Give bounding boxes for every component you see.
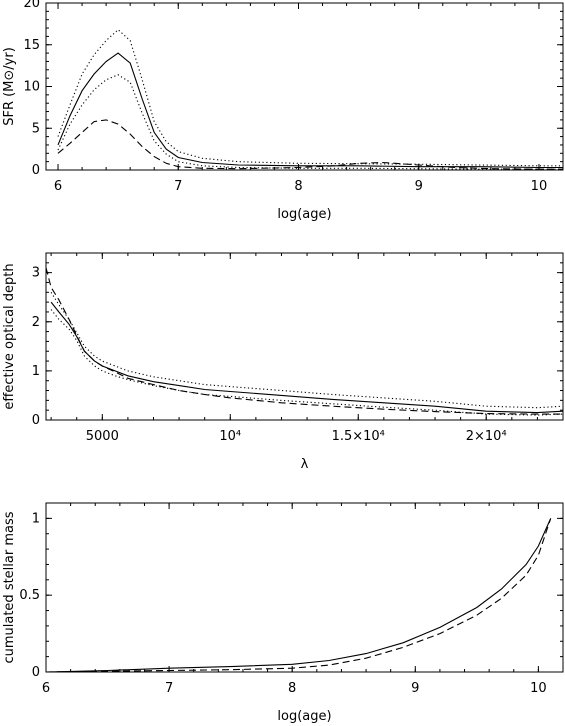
x-tick-label: 6 <box>42 681 50 696</box>
x-tick-label: 8 <box>294 179 302 194</box>
series-line-dotted-upper <box>57 28 563 167</box>
y-tick-label: 5 <box>32 121 40 136</box>
x-tick-label: 2×10⁴ <box>466 429 507 444</box>
x-axis-label: λ <box>301 457 309 472</box>
plot-frame <box>45 252 564 421</box>
plot-frame <box>45 502 564 673</box>
series-line-solid <box>46 518 552 672</box>
series-line-solid <box>57 52 563 169</box>
x-tick-label: 9 <box>415 179 423 194</box>
x-axis-label: log(age) <box>277 207 331 222</box>
x-axis-label: log(age) <box>277 709 331 724</box>
y-tick-label: 3 <box>32 266 40 281</box>
y-tick-label: 0 <box>32 413 40 428</box>
x-tick-label: 8 <box>288 681 296 696</box>
series-line-dotted-lower <box>50 309 563 416</box>
x-tick-label: 6 <box>54 179 62 194</box>
series-line-dotted-lower <box>57 74 563 170</box>
series-line-solid <box>50 301 563 414</box>
x-tick-label: 10⁴ <box>219 429 241 444</box>
x-tick-label: 1.5×10⁴ <box>332 429 385 444</box>
x-tick-label: 10 <box>530 681 547 696</box>
chart-panel-1: 6 7 8 9 10 0 5 10 15 20 log(age) SFR (M⊙/yr) <box>2 0 564 222</box>
y-tick-label: 20 <box>23 0 40 11</box>
y-axis-label: cumulated stellar mass <box>2 511 17 663</box>
series-line-dashed <box>46 267 563 415</box>
x-tick-label: 7 <box>174 179 182 194</box>
y-tick-label: 1 <box>32 364 40 379</box>
series-line-dashed <box>57 119 563 170</box>
plot-frame <box>45 2 564 171</box>
chart-panel-3: 6 7 8 9 10 0 0.5 1 log(age) cumulated stellar mas… <box>2 502 564 724</box>
y-tick-label: 2 <box>32 315 40 330</box>
series-line-dotted-upper <box>50 292 563 409</box>
series-line-dashed <box>46 518 552 672</box>
x-tick-label: 7 <box>165 681 173 696</box>
y-tick-label: 0 <box>32 665 40 680</box>
y-tick-label: 1 <box>32 511 40 526</box>
y-axis-label: SFR (M⊙/yr) <box>2 47 17 126</box>
chart-panel-2: 5000 10⁴ 1.5×10⁴ 2×10⁴ 0 1 2 3 λ effective optica… <box>2 252 564 472</box>
x-tick-label: 9 <box>411 681 419 696</box>
y-tick-label: 0 <box>32 163 40 178</box>
y-tick-label: 10 <box>23 80 40 95</box>
y-axis-label: effective optical depth <box>2 263 17 409</box>
y-tick-label: 0.5 <box>19 588 40 603</box>
x-tick-label: 10 <box>531 179 548 194</box>
y-tick-label: 15 <box>23 38 40 53</box>
x-tick-label: 5000 <box>86 429 119 444</box>
